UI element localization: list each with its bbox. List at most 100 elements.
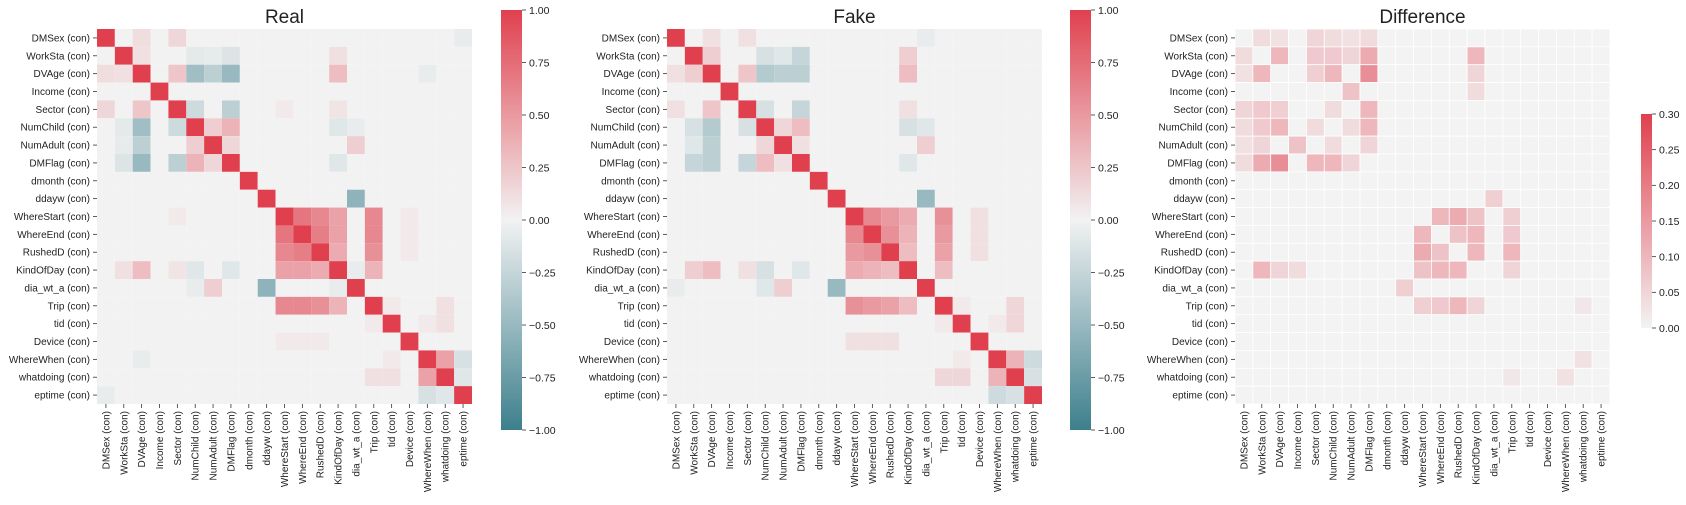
heatmap-cell: [239, 29, 258, 47]
heatmap-cell: [917, 207, 935, 226]
heatmap-cell: [1234, 64, 1254, 83]
heatmap-cell: [132, 207, 151, 226]
x-tick-label: eptime (con): [1597, 411, 1608, 467]
heatmap-cell: [311, 154, 330, 172]
heatmap-cell: [1431, 314, 1450, 333]
heatmap-cell: [667, 189, 685, 208]
heatmap-cell: [738, 154, 757, 172]
heatmap-cell: [257, 46, 276, 65]
heatmap-cell: [1341, 82, 1361, 101]
heatmap-cell: [329, 46, 347, 65]
heatmap-cell: [204, 64, 222, 83]
heatmap-cell: [97, 154, 115, 172]
y-tick-label: Device (con): [34, 337, 90, 348]
heatmap-cell: [917, 82, 935, 101]
heatmap-cell: [436, 100, 455, 119]
heatmap-cell: [1270, 82, 1289, 101]
heatmap-cell: [1413, 153, 1432, 173]
heatmap-cell: [1556, 225, 1575, 244]
heatmap-cell: [329, 368, 347, 387]
heatmap-cell: [934, 314, 953, 333]
heatmap-cell: [97, 100, 115, 119]
heatmap-cell: [97, 296, 115, 315]
heatmap-cell: [917, 279, 935, 297]
heatmap-cell: [792, 368, 810, 387]
heatmap-cell: [934, 296, 953, 315]
heatmap-cell: [1413, 385, 1432, 405]
heatmap-cell: [756, 332, 775, 351]
heatmap-cell: [792, 279, 810, 297]
heatmap-cell: [1448, 367, 1468, 387]
heatmap-cell: [1538, 314, 1557, 333]
heatmap-cell: [1234, 171, 1254, 191]
heatmap-cell: [792, 64, 810, 83]
heatmap-cell: [436, 189, 455, 208]
heatmap-cell: [1484, 28, 1504, 48]
heatmap-cell: [1306, 153, 1325, 173]
heatmap-cell: [1591, 332, 1611, 351]
heatmap-cell: [329, 279, 347, 297]
heatmap-cell: [1006, 386, 1025, 404]
heatmap-cell: [239, 368, 258, 387]
heatmap-cell: [720, 29, 739, 47]
heatmap-cell: [168, 118, 187, 137]
heatmap-cell: [186, 350, 205, 369]
heatmap-cell: [257, 368, 276, 387]
heatmap-cell: [186, 261, 205, 279]
heatmap-cell: [970, 314, 989, 333]
heatmap-cell: [1484, 46, 1504, 66]
heatmap-cell: [684, 386, 703, 404]
x-tick-label: WhereWhen (con): [993, 411, 1004, 492]
heatmap-cell: [186, 332, 205, 351]
heatmap-cell: [1024, 29, 1042, 47]
colorbar-tick-label: 0.50: [1098, 110, 1119, 122]
heatmap-cell: [845, 29, 864, 47]
heatmap-cell: [756, 171, 775, 190]
y-tick-label: Trip (con): [618, 301, 660, 312]
heatmap-cell: [418, 29, 437, 47]
heatmap-cell: [827, 136, 846, 154]
heatmap-cell: [1359, 135, 1379, 155]
heatmap-cell: [881, 207, 900, 226]
heatmap-cell: [1556, 189, 1575, 208]
heatmap-cell: [1288, 171, 1307, 191]
heatmap-cell: [1520, 367, 1539, 387]
heatmap-cell: [774, 171, 792, 190]
y-tick-label: KindOfDay (con): [16, 266, 90, 277]
heatmap-cell: [1448, 64, 1468, 83]
heatmap-cell: [756, 314, 775, 333]
heatmap-cell: [329, 136, 347, 154]
heatmap-cell: [702, 261, 721, 279]
heatmap-cell: [382, 296, 401, 315]
heatmap-cell: [1520, 189, 1539, 208]
heatmap-cell: [988, 314, 1007, 333]
heatmap-cell: [257, 279, 276, 297]
heatmap-cell: [827, 118, 846, 137]
heatmap-cell: [1466, 100, 1486, 119]
heatmap-cell: [1520, 225, 1539, 244]
heatmap-cell: [899, 243, 917, 262]
heatmap-cell: [988, 279, 1007, 297]
heatmap-cell: [1359, 28, 1379, 48]
colorbar: 1.00 0.75 0.50 0.25 0.00 −0.25 −0.50 −0.75 −1.00: [1070, 5, 1125, 437]
heatmap-cell: [899, 332, 917, 351]
heatmap-cell: [1359, 367, 1379, 387]
x-tick-label: DVAge (con): [137, 411, 148, 468]
heatmap-cell: [382, 136, 401, 154]
heatmap-cell: [1306, 332, 1325, 351]
heatmap-cell: [988, 261, 1007, 279]
heatmap-cell: [774, 100, 792, 119]
heatmap-cell: [418, 207, 437, 226]
y-tick-label: NumChild (con): [21, 123, 90, 134]
heatmap-cell: [168, 261, 187, 279]
heatmap-cell: [168, 171, 187, 190]
y-tick-label: eptime (con): [1172, 391, 1228, 402]
heatmap-cell: [329, 29, 347, 47]
heatmap-cell: [186, 154, 205, 172]
x-tick-label: dmonth (con): [814, 411, 825, 470]
heatmap-cell: [382, 189, 401, 208]
heatmap-cell: [1556, 278, 1575, 298]
heatmap-cell: [899, 29, 917, 47]
heatmap-cell: [418, 154, 437, 172]
heatmap-cell: [702, 225, 721, 244]
